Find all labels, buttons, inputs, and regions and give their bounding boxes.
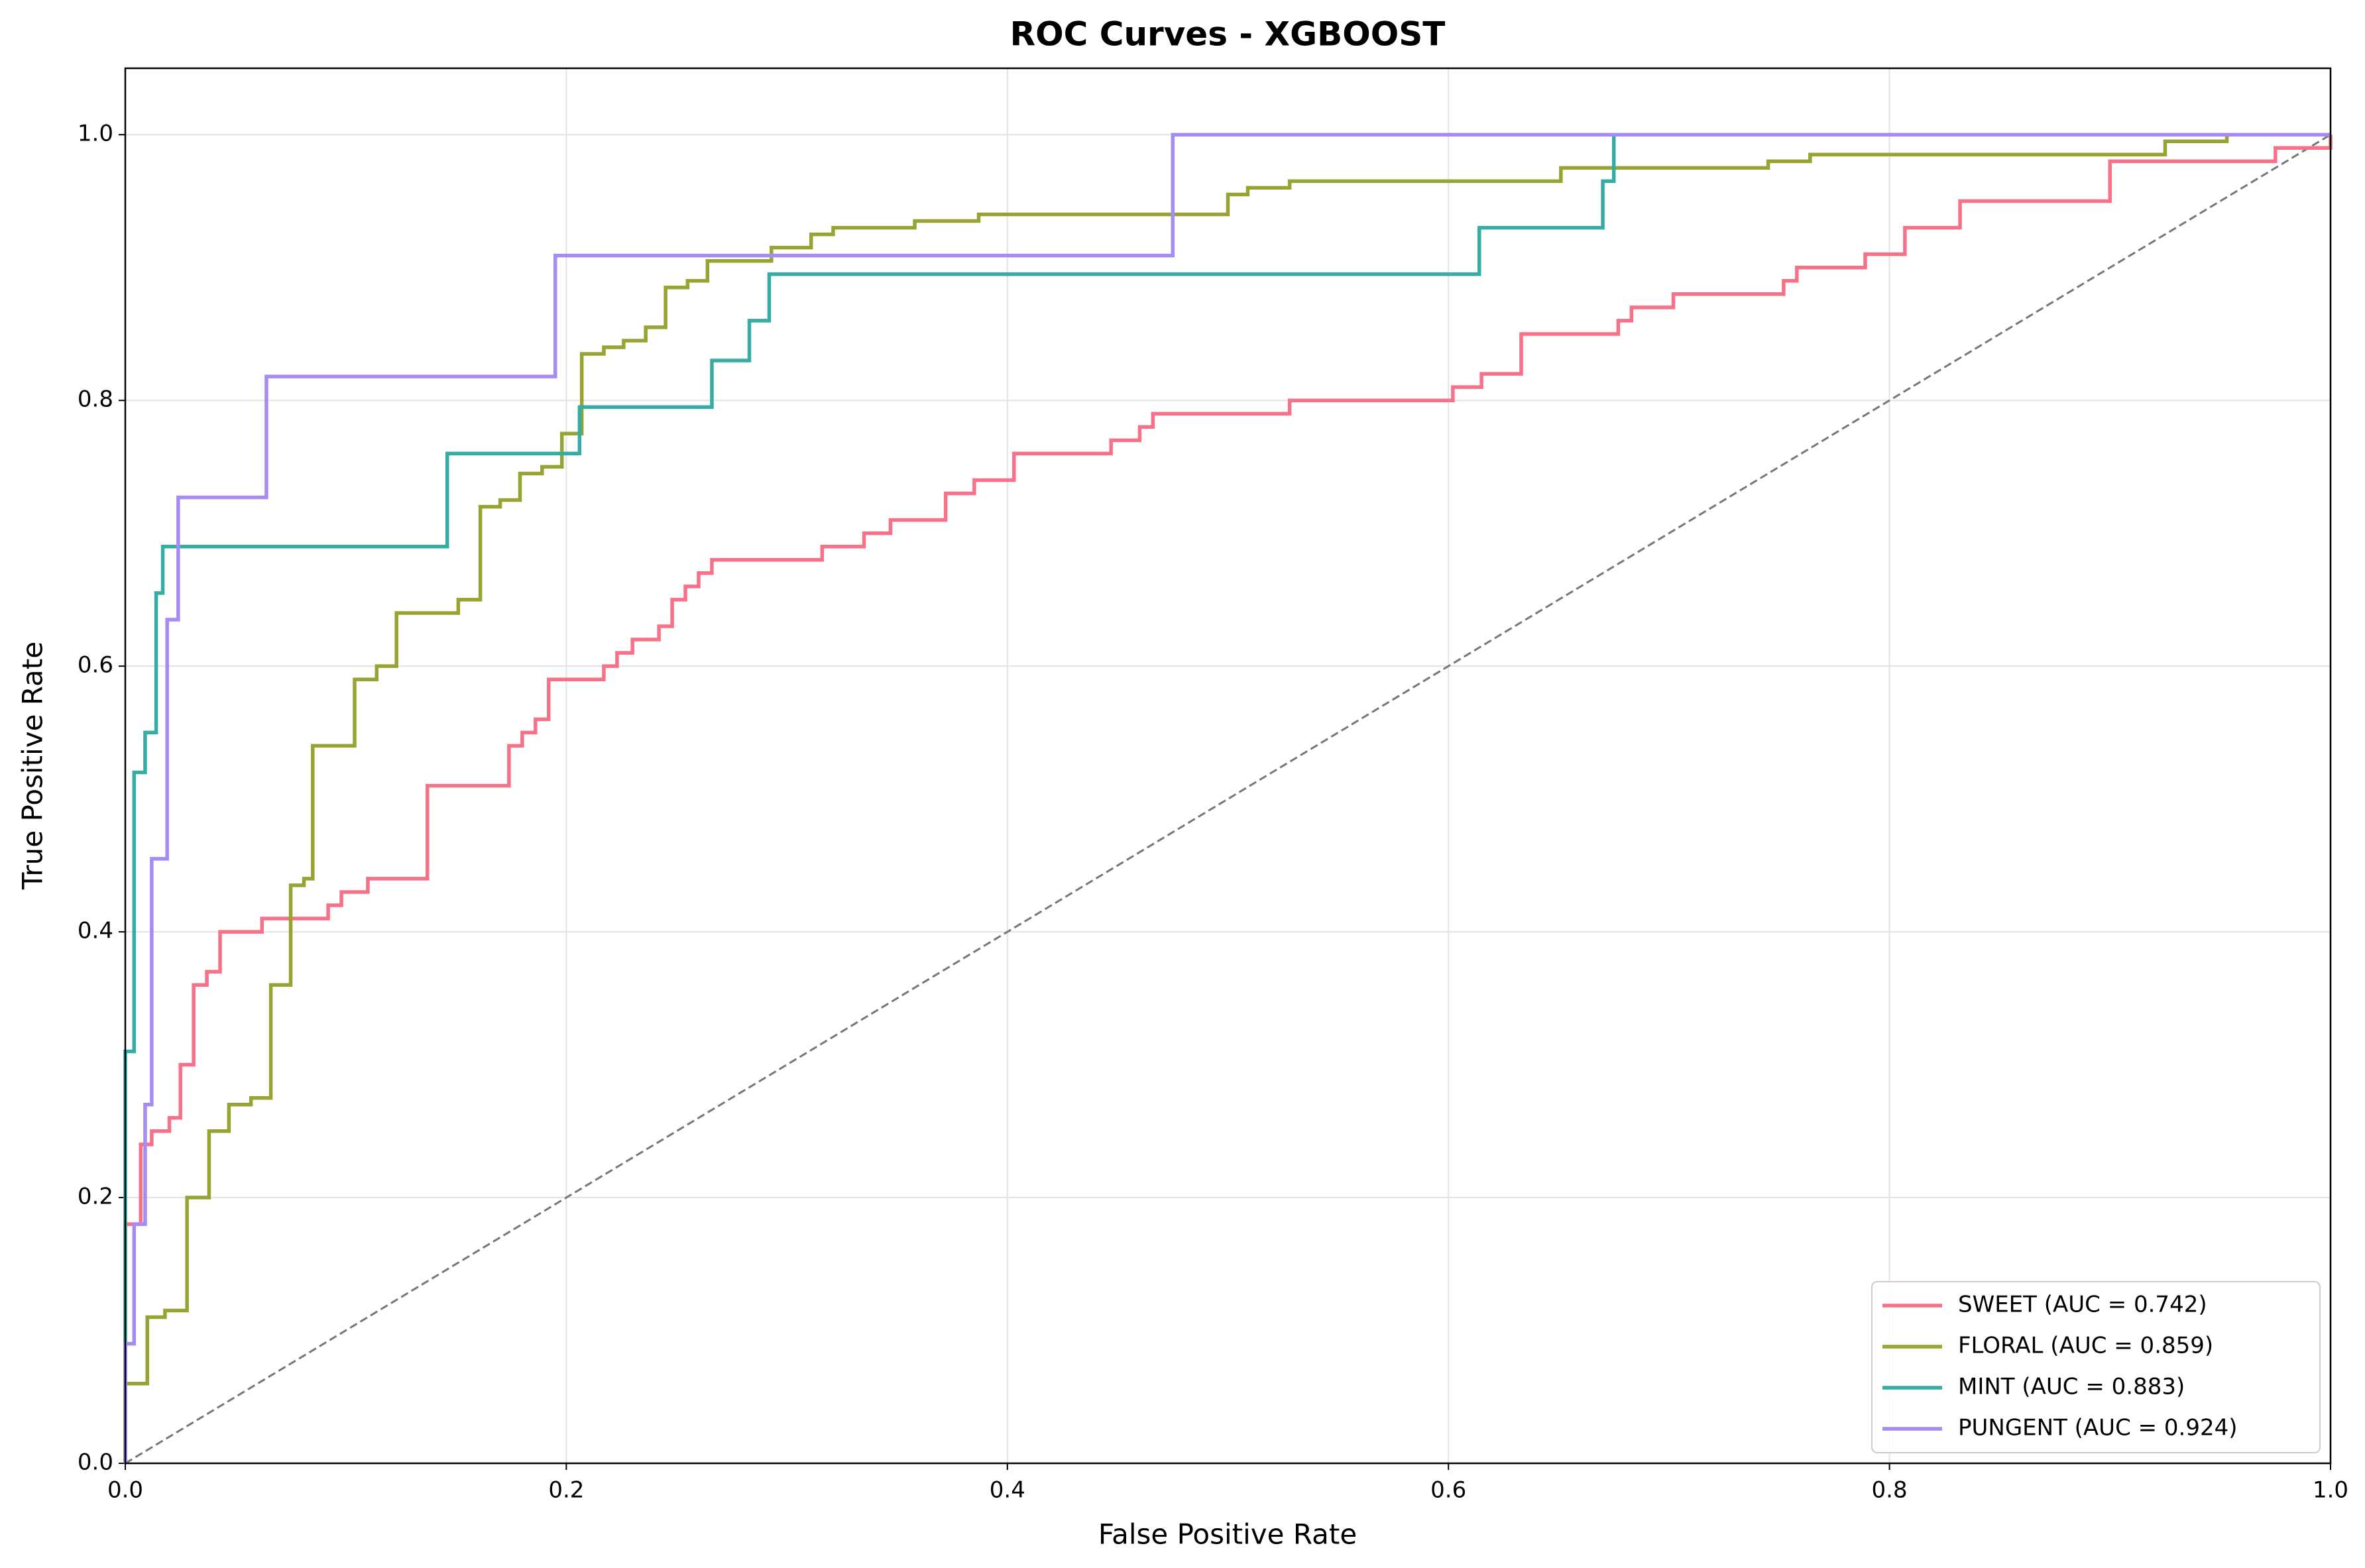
- roc-line: [123, 133, 2331, 1463]
- x-tick-label: 0.6: [1430, 1477, 1466, 1504]
- roc-line: [123, 133, 2331, 1463]
- y-tick-label: 0.2: [78, 1184, 113, 1210]
- y-tick-label: 0.0: [78, 1449, 113, 1476]
- legend-label: PUNGENT (AUC = 0.924): [1958, 1415, 2238, 1441]
- plot-frame: [124, 67, 2332, 1465]
- x-tick-label: 0.2: [548, 1477, 584, 1504]
- legend: SWEET (AUC = 0.742) FLORAL (AUC = 0.859) M…: [1871, 1281, 2321, 1453]
- legend-label: FLORAL (AUC = 0.859): [1958, 1333, 2213, 1359]
- roc-line: [123, 135, 2333, 1463]
- legend-label: SWEET (AUC = 0.742): [1958, 1292, 2207, 1318]
- y-axis-label: True Positive Rate: [17, 642, 49, 890]
- legend-box: [1871, 1281, 2321, 1453]
- y-tick-label: 0.6: [78, 652, 113, 679]
- x-tick-label: 1.0: [2313, 1477, 2348, 1504]
- chart-title: ROC Curves - XGBOOST: [1010, 15, 1446, 54]
- y-tick-label: 1.0: [78, 121, 113, 147]
- x-tick-label: 0.4: [990, 1477, 1025, 1504]
- y-tick-label: 0.4: [78, 918, 113, 944]
- roc-line: [123, 133, 2331, 1463]
- y-tick-label: 0.8: [78, 386, 113, 413]
- x-tick-label: 0.0: [107, 1477, 143, 1504]
- x-axis-label: False Positive Rate: [1098, 1518, 1357, 1551]
- legend-label: MINT (AUC = 0.883): [1958, 1374, 2185, 1400]
- x-tick-label: 0.8: [1872, 1477, 1908, 1504]
